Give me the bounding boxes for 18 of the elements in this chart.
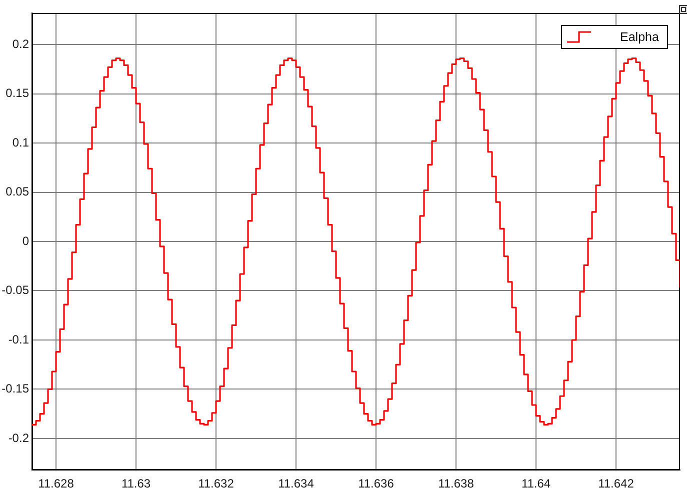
x-tick-label: 11.628 — [38, 476, 74, 491]
y-tick-label: -0.05 — [2, 283, 30, 298]
y-tick-label: -0.15 — [2, 382, 30, 396]
x-tick-label: 11.632 — [198, 476, 234, 491]
y-tick-label: 0 — [22, 234, 30, 248]
legend-label: Ealpha — [620, 30, 659, 44]
x-tick-label: 11.638 — [438, 476, 474, 491]
y-tick-label: 0.05 — [6, 184, 30, 199]
x-tick-label: 11.642 — [598, 476, 634, 491]
y-tick-label: 0.1 — [12, 135, 30, 150]
x-tick-label: 11.63 — [121, 476, 151, 491]
x-tick-label: 11.64 — [521, 476, 551, 491]
x-tick-label: 11.636 — [358, 476, 394, 491]
y-tick-label: 0.2 — [12, 36, 30, 51]
y-tick-label: 0.15 — [6, 86, 30, 100]
x-tick-label: 11.634 — [278, 476, 314, 491]
y-tick-label: -0.1 — [8, 332, 30, 346]
y-tick-label: -0.2 — [8, 430, 30, 445]
